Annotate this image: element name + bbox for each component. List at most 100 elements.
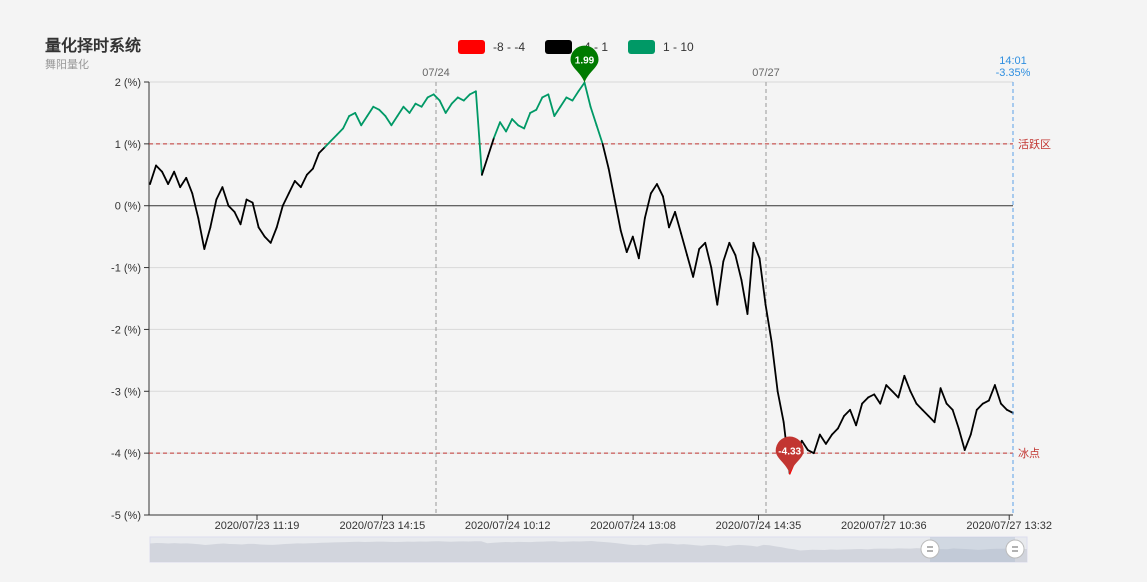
- y-tick-label: -2 (%): [111, 324, 141, 336]
- series-segment: [909, 390, 918, 405]
- mark-point-label: 1.99: [575, 56, 595, 67]
- series-segment: [855, 402, 864, 427]
- series-segment: [939, 387, 948, 405]
- series-segment: [275, 204, 284, 229]
- series-segment: [1006, 408, 1014, 414]
- series-segment: [390, 115, 399, 127]
- series-segment: [963, 433, 972, 451]
- series-segment: [221, 186, 230, 207]
- series-segment: [650, 183, 658, 195]
- series-segment: [523, 112, 532, 130]
- legend-label-low: -8 - -4: [493, 40, 526, 54]
- mark-point-pin: [775, 436, 804, 474]
- cursor-value: -3.35%: [996, 67, 1031, 79]
- series-segment: [535, 96, 544, 111]
- series-segment: [728, 241, 737, 257]
- series-segment: [601, 142, 610, 170]
- series-segment: [493, 121, 501, 139]
- series-segment: [487, 136, 495, 158]
- series-segment: [776, 390, 785, 424]
- series-segment: [812, 433, 821, 455]
- series-segment: [287, 180, 296, 195]
- series-segment: [619, 229, 628, 254]
- series-segment: [921, 408, 930, 417]
- legend: -8 - -4 -4 - 1 1 - 10: [0, 40, 1147, 58]
- series-segment: [837, 415, 845, 430]
- series-segment: [710, 266, 719, 306]
- legend-swatch-low: [458, 40, 485, 54]
- series-segment: [173, 170, 182, 189]
- series-segment: [481, 155, 489, 176]
- legend-item-high[interactable]: 1 - 10: [628, 40, 694, 54]
- y-tick-label: 1 (%): [115, 139, 141, 151]
- series-segment: [668, 210, 676, 229]
- zoom-handle: [920, 539, 940, 559]
- series-segment: [740, 279, 749, 315]
- series-segment: [426, 93, 435, 99]
- series-segment: [873, 393, 882, 405]
- series-segment: [336, 127, 345, 136]
- series-segment: [233, 210, 242, 226]
- series-segment: [595, 124, 604, 145]
- chart-subtitle: 舞阳量化: [45, 58, 89, 71]
- series-segment: [674, 210, 682, 235]
- series-segment: [589, 105, 598, 127]
- series-segment: [945, 402, 954, 411]
- series-segment: [529, 108, 538, 114]
- series-segment: [825, 433, 833, 445]
- x-tick-label: 2020/07/27 10:36: [841, 520, 927, 532]
- series-segment: [607, 167, 616, 201]
- series-segment: [450, 96, 459, 105]
- series-segment: [764, 303, 773, 343]
- series-segment: [553, 105, 562, 117]
- series-segment: [565, 96, 574, 102]
- series-segment: [161, 170, 170, 185]
- series-segment: [402, 105, 411, 114]
- series-segment: [993, 384, 1002, 405]
- series-segment: [396, 105, 405, 117]
- mark-points: 1.99 -4.33: [570, 45, 804, 474]
- series-segment: [613, 198, 622, 232]
- series-segment: [806, 449, 815, 455]
- series-segment: [185, 176, 194, 195]
- series-segment: [474, 90, 483, 176]
- series-segment: [897, 374, 906, 399]
- cursor-line: 14:01-3.35%: [996, 55, 1031, 515]
- series-segment: [698, 241, 707, 250]
- series-segment: [831, 427, 839, 436]
- series-segment: [251, 201, 260, 229]
- series-segment: [149, 164, 157, 185]
- chart-title: 量化择时系统: [45, 36, 142, 55]
- series-segment: [306, 167, 314, 176]
- series-segment: [981, 399, 990, 405]
- series-segment: [915, 402, 924, 411]
- legend-swatch-high: [628, 40, 655, 54]
- series-segment: [903, 374, 912, 393]
- data-zoom-slider[interactable]: [149, 536, 1028, 563]
- series-segment: [704, 241, 713, 269]
- y-tick-label: -5 (%): [111, 510, 141, 522]
- series-segment: [197, 217, 206, 250]
- series-segment: [577, 81, 586, 93]
- series-segment: [408, 102, 417, 114]
- series-segment: [867, 393, 876, 399]
- series-segment: [770, 340, 779, 393]
- series-segment: [360, 115, 369, 127]
- series-segment: [746, 241, 755, 315]
- series-segment: [734, 254, 743, 281]
- mark-point-pin: [570, 45, 599, 83]
- series-segment: [752, 241, 761, 260]
- x-tick-label: 2020/07/24 14:35: [716, 520, 802, 532]
- series-segment: [330, 133, 338, 142]
- legend-item-low[interactable]: -8 - -4: [458, 40, 525, 54]
- y-tick-label: -4 (%): [111, 448, 141, 460]
- zoom-preview: [150, 541, 1027, 562]
- series-segment: [951, 408, 960, 430]
- series-segment: [975, 402, 984, 411]
- series-segment: [257, 226, 266, 238]
- mark-line-label: 活跃区: [1018, 137, 1051, 151]
- x-tick-label: 2020/07/24 13:08: [590, 520, 676, 532]
- series-segment: [861, 396, 870, 405]
